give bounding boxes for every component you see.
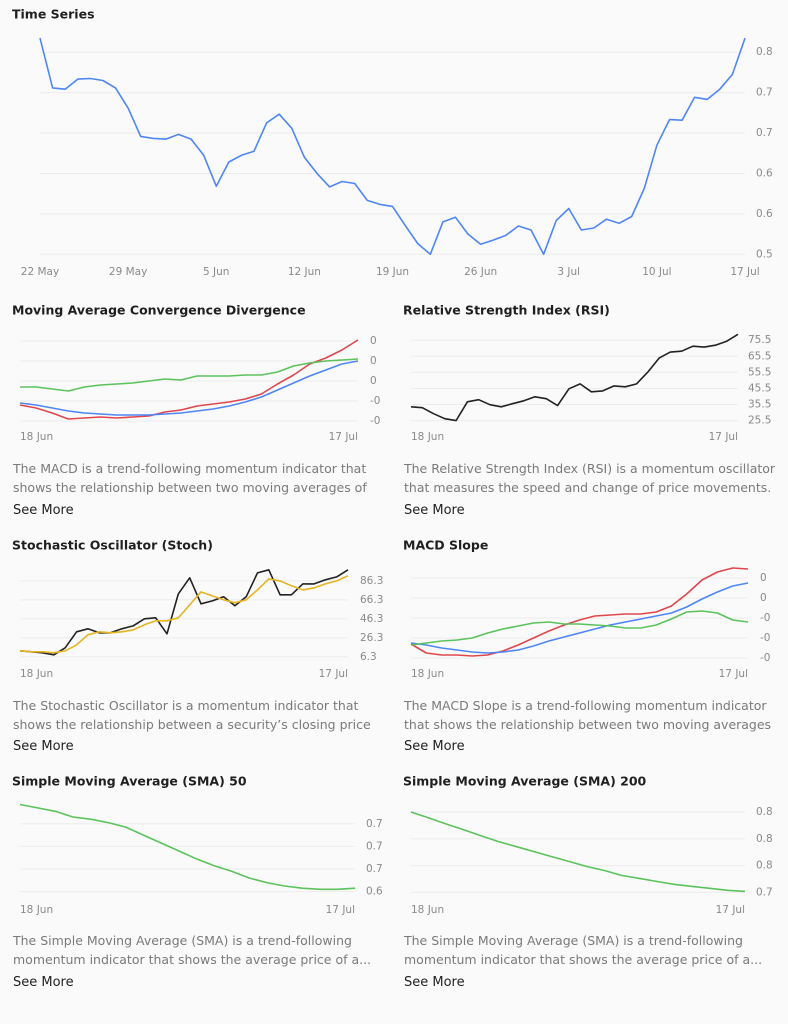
chart-title: Simple Moving Average (SMA) 50: [12, 774, 247, 789]
series-line: [19, 360, 359, 416]
x-tick-label: 10 Jul: [642, 266, 671, 278]
series-line: [410, 610, 749, 646]
series-line: [19, 339, 359, 420]
series-line: [19, 803, 356, 891]
y-tick-label: 0.6: [756, 167, 773, 179]
y-tick-label: 0.8: [756, 833, 773, 845]
y-tick-label: 25.5: [748, 415, 771, 427]
chart-title: MACD Slope: [403, 538, 488, 553]
chart-title: Relative Strength Index (RSI): [403, 303, 610, 318]
see-more-link[interactable]: See More: [13, 739, 74, 754]
description: The Simple Moving Average (SMA) is a tre…: [13, 933, 372, 967]
x-tick-label: 18 Jun: [411, 904, 444, 916]
description: The MACD is a trend-following momentum i…: [13, 461, 367, 495]
chart-title: Stochastic Oscillator (Stoch): [12, 538, 213, 553]
y-tick-label: 0: [760, 572, 767, 584]
y-tick-label: 0: [760, 592, 767, 604]
series-line: [410, 567, 749, 657]
description: The Simple Moving Average (SMA) is a tre…: [404, 933, 763, 967]
y-tick-label: 0.7: [756, 886, 773, 898]
y-tick-label: 66.3: [360, 594, 383, 606]
y-tick-label: 0.7: [756, 87, 773, 99]
y-tick-label: 0.8: [756, 46, 773, 58]
see-more-link[interactable]: See More: [13, 975, 74, 990]
description: The MACD Slope is a trend-following mome…: [404, 698, 772, 732]
y-tick-label: -0: [370, 415, 380, 427]
x-tick-label: 17 Jul: [730, 266, 759, 278]
x-tick-label: 19 Jun: [376, 266, 409, 278]
x-tick-label: 17 Jul: [319, 668, 348, 680]
x-tick-label: 3 Jul: [557, 266, 580, 278]
series-line: [20, 358, 359, 392]
y-tick-label: 0.7: [366, 818, 383, 830]
y-tick-label: 0.7: [366, 840, 383, 852]
x-tick-label: 18 Jun: [411, 431, 444, 443]
series-line: [19, 575, 349, 654]
see-more-link[interactable]: See More: [404, 975, 465, 990]
y-tick-label: 26.3: [360, 632, 383, 644]
y-tick-label: 6.3: [360, 651, 377, 663]
series-line: [39, 37, 746, 256]
x-tick-label: 18 Jun: [20, 431, 53, 443]
description: The Relative Strength Index (RSI) is a m…: [404, 461, 776, 495]
x-tick-label: 18 Jun: [411, 668, 444, 680]
chart-title: Moving Average Convergence Divergence: [12, 303, 306, 318]
y-tick-label: -0: [760, 652, 770, 664]
y-tick-label: 0.8: [756, 860, 773, 872]
x-tick-label: 17 Jul: [716, 904, 745, 916]
y-tick-label: 0.7: [366, 863, 383, 875]
x-tick-label: 17 Jul: [719, 668, 748, 680]
y-tick-label: -0: [760, 632, 770, 644]
y-tick-label: 45.5: [748, 382, 771, 394]
y-tick-label: 55.5: [748, 366, 771, 378]
x-tick-label: 5 Jun: [203, 266, 229, 278]
series-line: [410, 811, 746, 893]
x-tick-label: 22 May: [21, 266, 59, 278]
y-tick-label: 35.5: [748, 399, 771, 411]
x-tick-label: 18 Jun: [20, 668, 53, 680]
x-tick-label: 29 May: [109, 266, 147, 278]
x-tick-label: 17 Jul: [326, 904, 355, 916]
y-tick-label: 86.3: [360, 575, 383, 587]
y-tick-label: 0: [370, 355, 377, 367]
see-more-link[interactable]: See More: [404, 739, 465, 754]
series-line: [19, 569, 349, 656]
description: The Stochastic Oscillator is a momentum …: [13, 698, 371, 732]
x-tick-label: 26 Jun: [464, 266, 497, 278]
y-tick-label: 0: [370, 335, 377, 347]
x-tick-label: 17 Jul: [329, 431, 358, 443]
series-line: [410, 333, 739, 422]
y-tick-label: 0.7: [756, 127, 773, 139]
x-tick-label: 18 Jun: [20, 904, 53, 916]
chart-title: Simple Moving Average (SMA) 200: [403, 774, 647, 789]
y-tick-label: -0: [760, 612, 770, 624]
see-more-link[interactable]: See More: [13, 503, 74, 518]
x-tick-label: 12 Jun: [288, 266, 321, 278]
y-tick-label: -0: [370, 395, 380, 407]
y-tick-label: 0.5: [756, 248, 773, 260]
y-tick-label: 75.5: [748, 334, 771, 346]
y-tick-label: 0: [370, 375, 377, 387]
y-tick-label: 0.6: [756, 208, 773, 220]
y-tick-label: 65.5: [748, 350, 771, 362]
y-tick-label: 46.3: [360, 613, 383, 625]
see-more-link[interactable]: See More: [404, 503, 465, 518]
series-line: [410, 582, 749, 654]
x-tick-label: 17 Jul: [709, 431, 738, 443]
y-tick-label: 0.6: [366, 886, 383, 898]
y-tick-label: 0.8: [756, 806, 773, 818]
chart-title: Time Series: [12, 7, 95, 22]
